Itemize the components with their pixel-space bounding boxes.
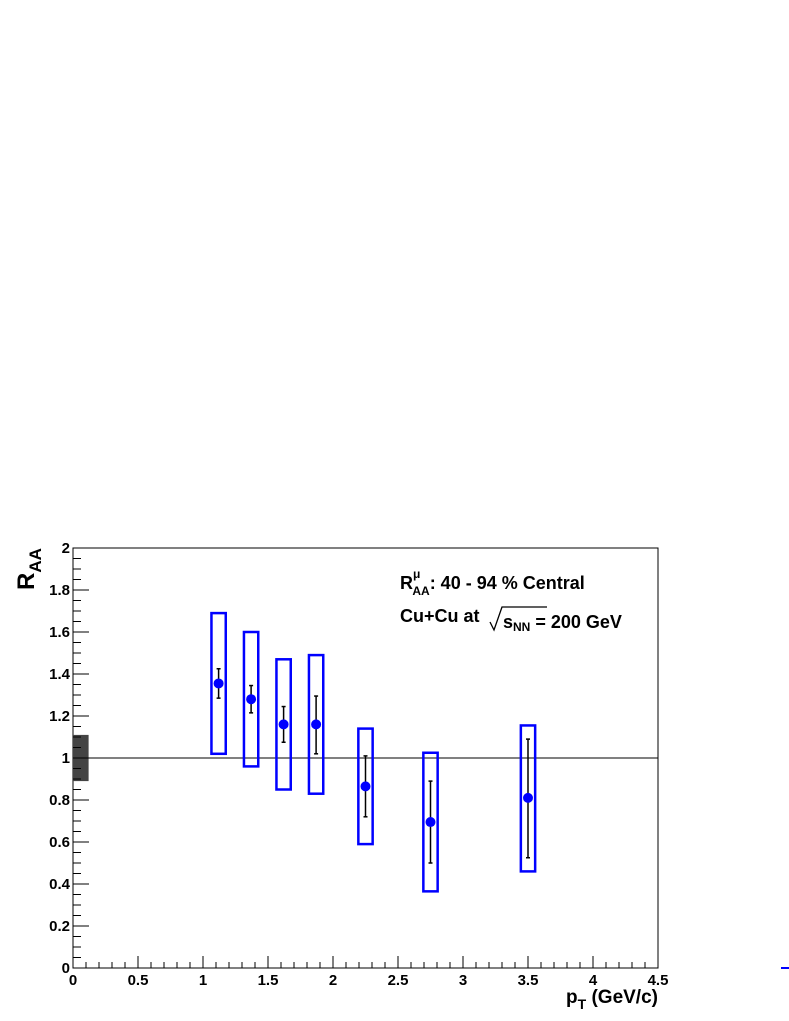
data-point <box>311 719 322 730</box>
x-axis-ticks: 0 0.5 1 1.5 2 2.5 3 3.5 4 4.5 <box>69 956 669 989</box>
x-axis-title: pT (GeV/c) <box>566 987 658 1012</box>
data-points <box>213 678 533 828</box>
sqrt-sign <box>489 606 547 632</box>
x-tick-label: 4 <box>589 972 598 989</box>
annotation-centrality: Rμ AA: 40 - 94 % Central <box>400 567 585 598</box>
systematic-box <box>357 727 374 846</box>
x-tick-label: 1 <box>199 972 207 989</box>
systematic-box <box>519 724 537 873</box>
y-axis-title: RAA <box>13 548 45 590</box>
systematic-box <box>307 653 325 795</box>
x-tick-label: 0.5 <box>128 972 149 989</box>
y-tick-label: 2 <box>62 540 70 557</box>
x-tick-label: 1.5 <box>258 972 279 989</box>
systematic-boxes <box>210 611 537 893</box>
annotation-energy: sNN = 200 GeV <box>503 612 622 634</box>
y-tick-label: 1.6 <box>49 624 70 641</box>
annotation-system: Cu+Cu at <box>400 606 480 626</box>
x-tick-label: 2 <box>329 972 337 989</box>
data-point <box>246 694 257 705</box>
y-tick-label: 0.8 <box>49 792 70 809</box>
systematic-box <box>275 658 293 791</box>
y-tick-label: 0.2 <box>49 918 70 935</box>
systematic-box <box>422 751 439 893</box>
data-point <box>278 719 289 730</box>
x-tick-label: 0 <box>69 972 77 989</box>
x-tick-label: 4.5 <box>648 972 669 989</box>
x-tick-label: 3 <box>459 972 467 989</box>
data-point <box>360 781 371 792</box>
y-tick-label: 1.8 <box>49 582 70 599</box>
data-point <box>523 792 533 803</box>
y-tick-label: 0 <box>62 960 70 977</box>
y-axis-ticks: 0 0.2 0.4 0.6 0.8 1 1.2 1.4 1.6 1.8 2 <box>49 540 89 977</box>
x-tick-label: 3.5 <box>518 972 539 989</box>
systematic-box <box>210 611 227 756</box>
y-tick-label: 0.4 <box>49 876 71 893</box>
systematic-box <box>242 630 260 768</box>
x-tick-label: 2.5 <box>388 972 409 989</box>
y-tick-label: 1.4 <box>49 666 71 683</box>
y-tick-label: 0.6 <box>49 834 70 851</box>
data-point <box>213 678 224 689</box>
y-tick-label: 1 <box>62 750 70 767</box>
y-tick-label: 1.2 <box>49 708 70 725</box>
data-point <box>425 817 436 828</box>
